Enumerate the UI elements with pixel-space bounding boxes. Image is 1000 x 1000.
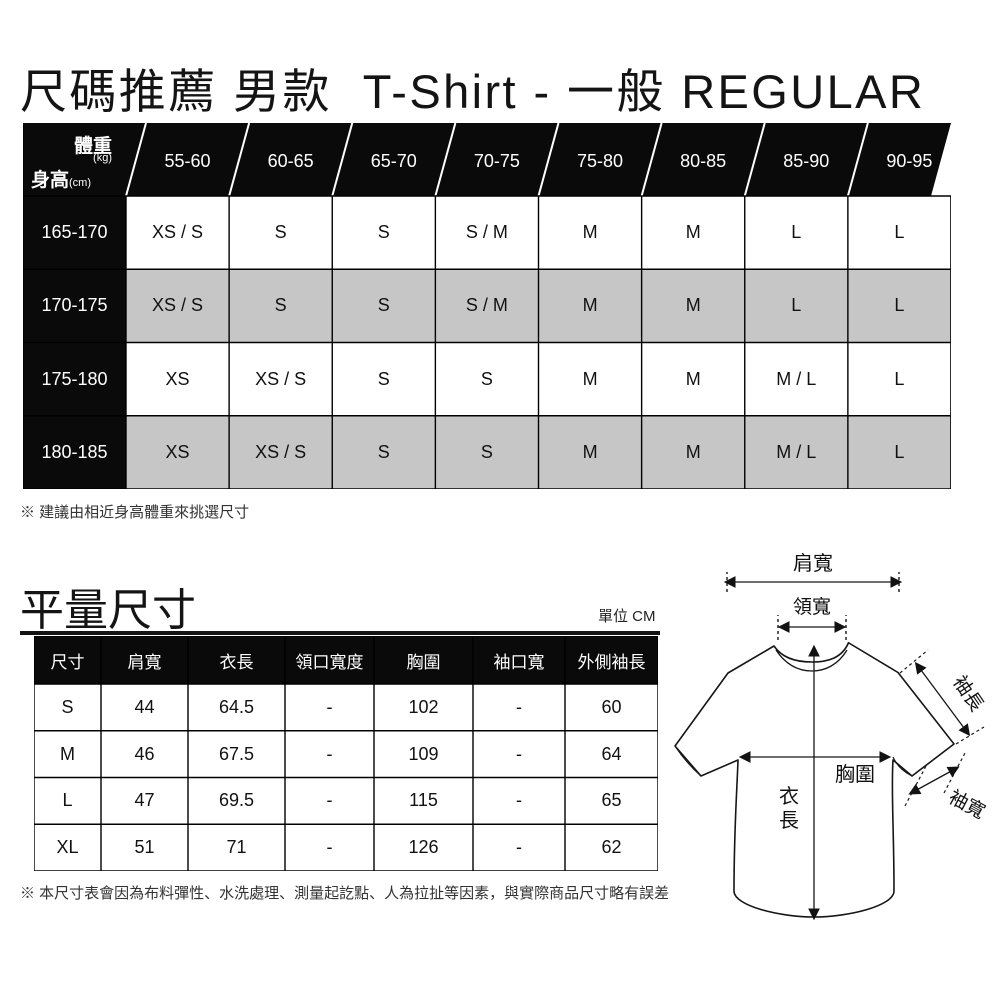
svg-text:袖寬: 袖寬 xyxy=(945,786,989,823)
svg-text:胸圍: 胸圍 xyxy=(835,763,875,786)
svg-text:肩寬: 肩寬 xyxy=(793,552,833,575)
svg-text:衣: 衣 xyxy=(779,785,799,808)
svg-text:袖長: 袖長 xyxy=(948,672,987,716)
svg-text:領寬: 領寬 xyxy=(793,596,831,618)
svg-text:長: 長 xyxy=(779,810,799,832)
